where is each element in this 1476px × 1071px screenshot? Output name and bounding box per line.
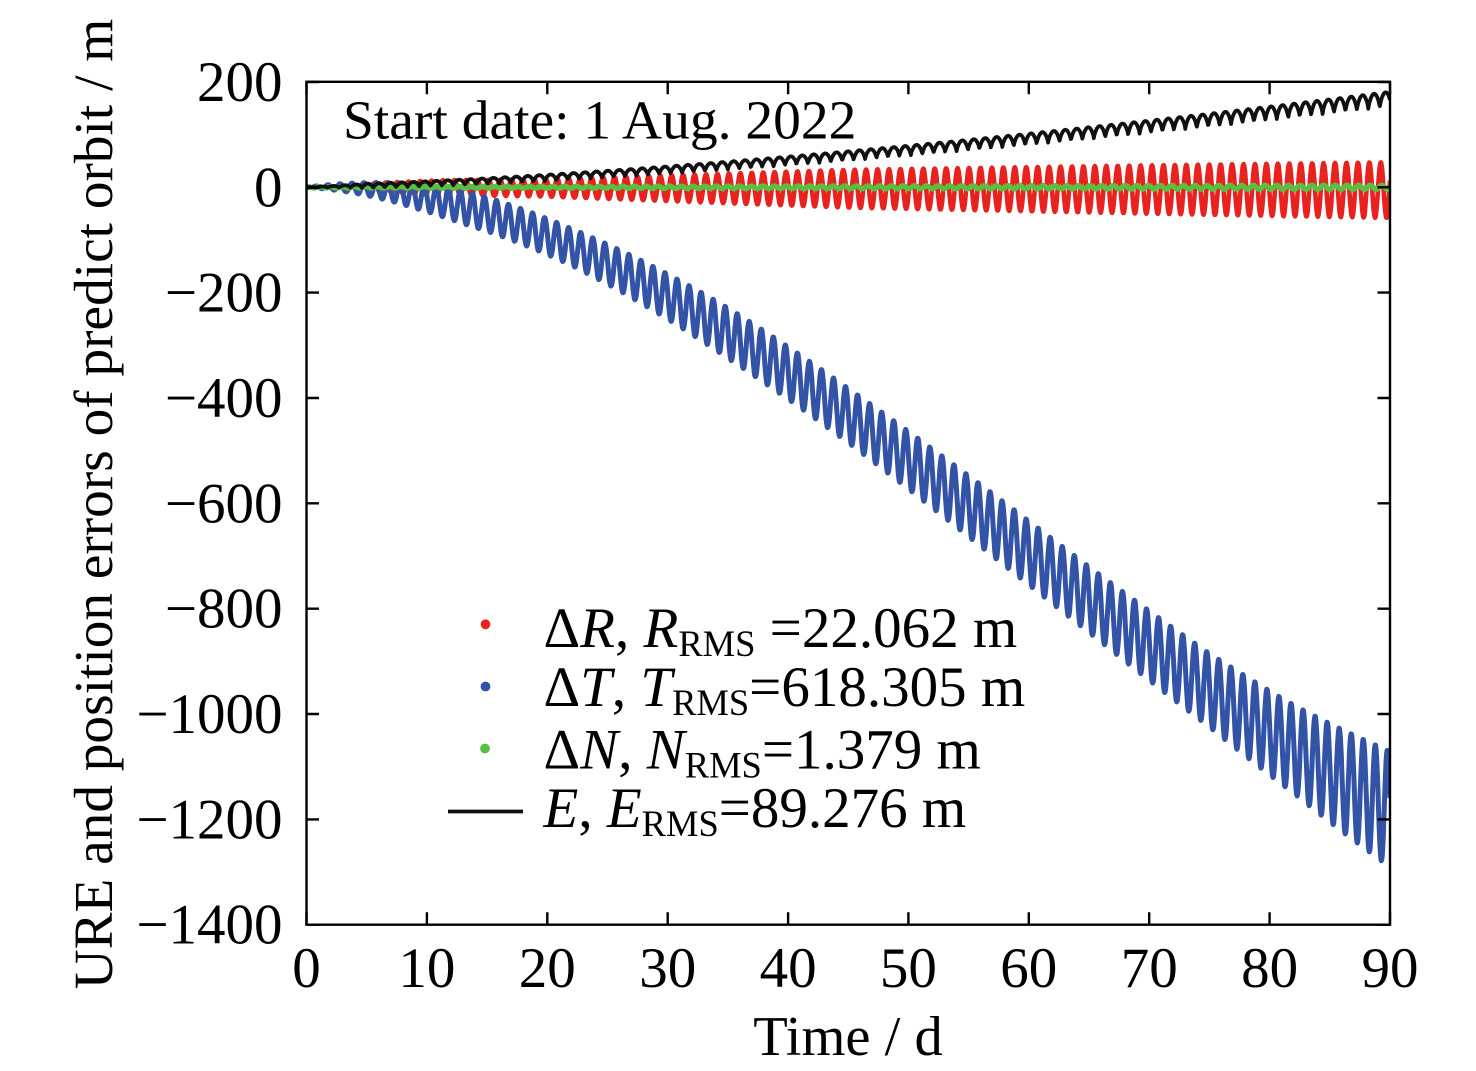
svg-text:ΔN, NRMS=1.379 m: ΔN, NRMS=1.379 m — [544, 719, 981, 786]
svg-text:−400: −400 — [165, 367, 283, 430]
svg-text:−1000: −1000 — [136, 683, 282, 746]
svg-text:URE and position errors of pre: URE and position errors of predict orbit… — [63, 19, 124, 990]
svg-text:10: 10 — [398, 937, 455, 1000]
svg-text:90: 90 — [1362, 937, 1419, 1000]
svg-text:Time / d: Time / d — [753, 1006, 942, 1068]
svg-text:ΔT, TRMS=618.305 m: ΔT, TRMS=618.305 m — [544, 656, 1026, 723]
svg-text:50: 50 — [880, 937, 937, 1000]
svg-text:80: 80 — [1241, 937, 1298, 1000]
svg-text:−800: −800 — [165, 578, 283, 641]
svg-text:200: 200 — [197, 51, 283, 114]
svg-text:E, ERMS=89.276 m: E, ERMS=89.276 m — [543, 777, 967, 844]
svg-text:0: 0 — [254, 156, 283, 219]
svg-text:20: 20 — [519, 937, 576, 1000]
svg-text:0: 0 — [292, 937, 321, 1000]
svg-text:−200: −200 — [165, 262, 283, 325]
svg-text:ΔR, RRMS =22.062 m: ΔR, RRMS =22.062 m — [544, 597, 1018, 664]
svg-text:70: 70 — [1121, 937, 1178, 1000]
svg-text:30: 30 — [639, 937, 696, 1000]
svg-text:−1400: −1400 — [136, 894, 282, 957]
svg-text:−600: −600 — [165, 472, 283, 535]
svg-text:Start date: 1 Aug. 2022: Start date: 1 Aug. 2022 — [343, 91, 856, 152]
svg-text:−1200: −1200 — [136, 788, 282, 851]
svg-text:40: 40 — [760, 937, 817, 1000]
svg-text:60: 60 — [1000, 937, 1057, 1000]
